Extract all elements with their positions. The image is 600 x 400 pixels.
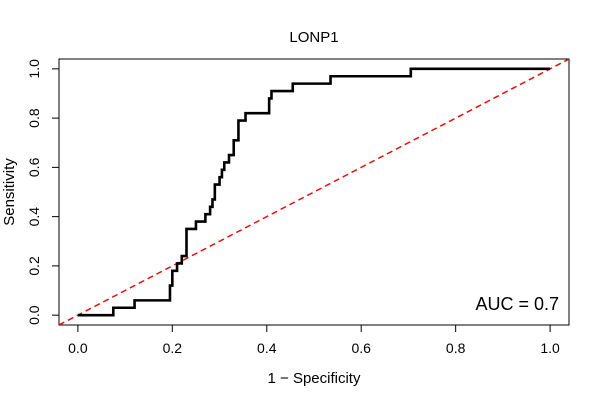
x-tick-label: 0.0 [68,340,88,356]
x-tick-label: 0.4 [257,340,277,356]
plot-frame [58,58,570,326]
auc-annotation: AUC = 0.7 [475,294,559,314]
y-tick-label: 0.8 [26,108,42,128]
reference-diagonal-line [59,59,569,325]
y-axis-label: Sensitivity [1,158,18,226]
y-tick-label: 1.0 [26,59,42,79]
y-tick-label: 0.0 [26,305,42,325]
x-tick-label: 0.6 [351,340,371,356]
roc-curve-line [77,67,551,317]
y-tick-label: 0.2 [26,256,42,276]
series-layer [59,59,569,325]
x-tick-label: 0.2 [163,340,183,356]
y-axis: 0.0 0.2 0.4 0.6 0.8 1.0 [26,59,59,325]
x-axis-label: 1 − Specificity [268,370,361,387]
y-tick-label: 0.6 [26,157,42,177]
chart-title: LONP1 [289,29,338,46]
y-tick-label: 0.4 [26,207,42,227]
x-axis: 0.0 0.2 0.4 0.6 0.8 1.0 [68,325,560,356]
x-tick-label: 0.8 [446,340,466,356]
x-tick-label: 1.0 [540,340,560,356]
